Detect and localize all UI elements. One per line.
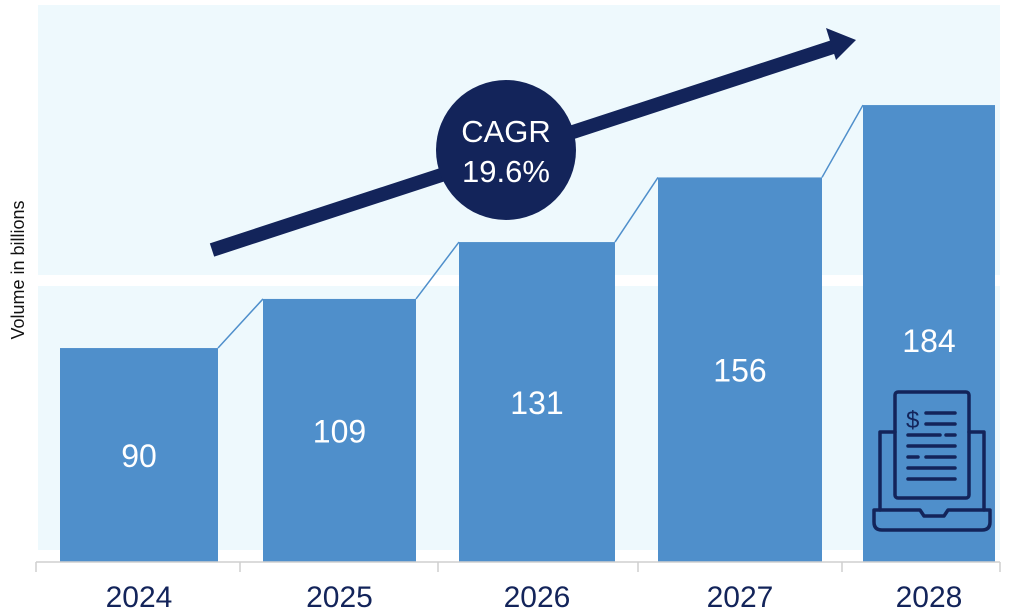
bar-2025 (263, 298, 416, 562)
bar-2024 (60, 348, 218, 562)
bar-connector (217, 298, 264, 349)
x-tick-label: 2024 (106, 581, 173, 614)
cagr-badge (436, 80, 576, 220)
data-label: 109 (313, 413, 366, 449)
x-tick-label: 2025 (306, 581, 373, 614)
cagr-label: CAGR (461, 114, 551, 149)
svg-text:$: $ (906, 407, 919, 434)
data-label: 156 (713, 353, 766, 389)
bar-connector (614, 177, 659, 243)
bar-connector (415, 241, 460, 300)
bar-connector (821, 104, 864, 178)
x-tick-label: 2026 (504, 581, 571, 614)
x-tick-label: 2028 (896, 581, 963, 614)
bar-2026 (459, 242, 615, 562)
data-label: 131 (510, 385, 563, 421)
bar-2028 (863, 105, 995, 562)
data-label: 90 (121, 438, 157, 474)
cagr-value: 19.6% (462, 154, 550, 189)
x-tick-label: 2027 (707, 581, 774, 614)
bar-2027 (658, 177, 822, 562)
y-axis-label: Volume in billions (8, 200, 28, 339)
laptop-invoice-icon: $ (872, 390, 992, 532)
data-label: 184 (902, 323, 955, 359)
